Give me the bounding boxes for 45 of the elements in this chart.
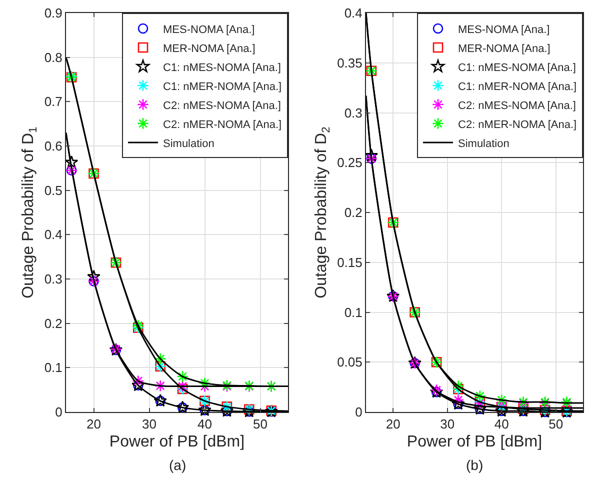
legend-label: MES-NOMA [Ana.] [163, 24, 255, 36]
x-tick-label: 20 [86, 416, 101, 432]
y-tick-label: 0.5 [44, 182, 62, 198]
y-tick-label: 0.4 [44, 227, 62, 242]
y-tick-label: 0.2 [344, 205, 362, 220]
legend-label: MER-NOMA [Ana.] [163, 42, 256, 55]
y-tick-label: 0.15 [337, 254, 362, 270]
legend-label: C2: nMES-NOMA [Ana.] [163, 100, 281, 112]
y-tick-label: 0.05 [337, 354, 362, 370]
y-tick-label: 0.6 [44, 138, 62, 154]
y-tick-label: 0.9 [44, 6, 62, 21]
x-tick-label: 30 [142, 416, 156, 432]
legend-label: C2: nMER-NOMA [Ana.] [163, 118, 282, 131]
legend-label: C1: nMES-NOMA [Ana.] [163, 62, 281, 74]
legend-label: C1: nMER-NOMA [Ana.] [458, 80, 577, 93]
y-tick-label: 0.4 [344, 6, 362, 21]
x-axis-title: Power of PB [dBm] [109, 433, 245, 450]
legend-label: MER-NOMA [Ana.] [458, 42, 550, 55]
legend-label: Simulation [458, 138, 510, 150]
x-tick-label: 20 [386, 416, 400, 432]
y-tick-label: 0.3 [344, 105, 362, 120]
legend-label: C1: nMER-NOMA [Ana.] [163, 80, 282, 93]
y-tick-label: 0.8 [44, 50, 62, 65]
legend-label: MES-NOMA [Ana.] [458, 24, 550, 36]
y-tick-label: 0.1 [344, 304, 362, 320]
x-tick-label: 40 [198, 416, 212, 432]
x-tick-label: 30 [440, 416, 455, 432]
legend-label: C2: nMER-NOMA [Ana.] [458, 118, 577, 131]
legend-label: Simulation [163, 138, 214, 150]
y-tick-label: 0 [355, 404, 362, 420]
y-tick-label: 0.3 [44, 272, 62, 287]
y-tick-label: 0.7 [44, 94, 62, 110]
legend-label: C2: nMES-NOMA [Ana.] [458, 100, 576, 112]
y-tick-label: 0.1 [44, 360, 62, 376]
legend-label: C1: nMES-NOMA [Ana.] [458, 62, 576, 74]
y-tick-label: 0.2 [44, 316, 62, 331]
text: (a) [169, 457, 186, 473]
x-tick-label: 50 [548, 416, 564, 432]
x-axis-title: Power of PB [dBm] [406, 433, 542, 450]
text: (b) [466, 457, 484, 473]
x-tick-label: 40 [494, 416, 509, 432]
y-tick-label: 0.25 [337, 155, 362, 170]
y-tick-label: 0.35 [337, 55, 362, 70]
y-tick-label: 0 [55, 404, 62, 420]
x-tick-label: 50 [253, 416, 268, 432]
